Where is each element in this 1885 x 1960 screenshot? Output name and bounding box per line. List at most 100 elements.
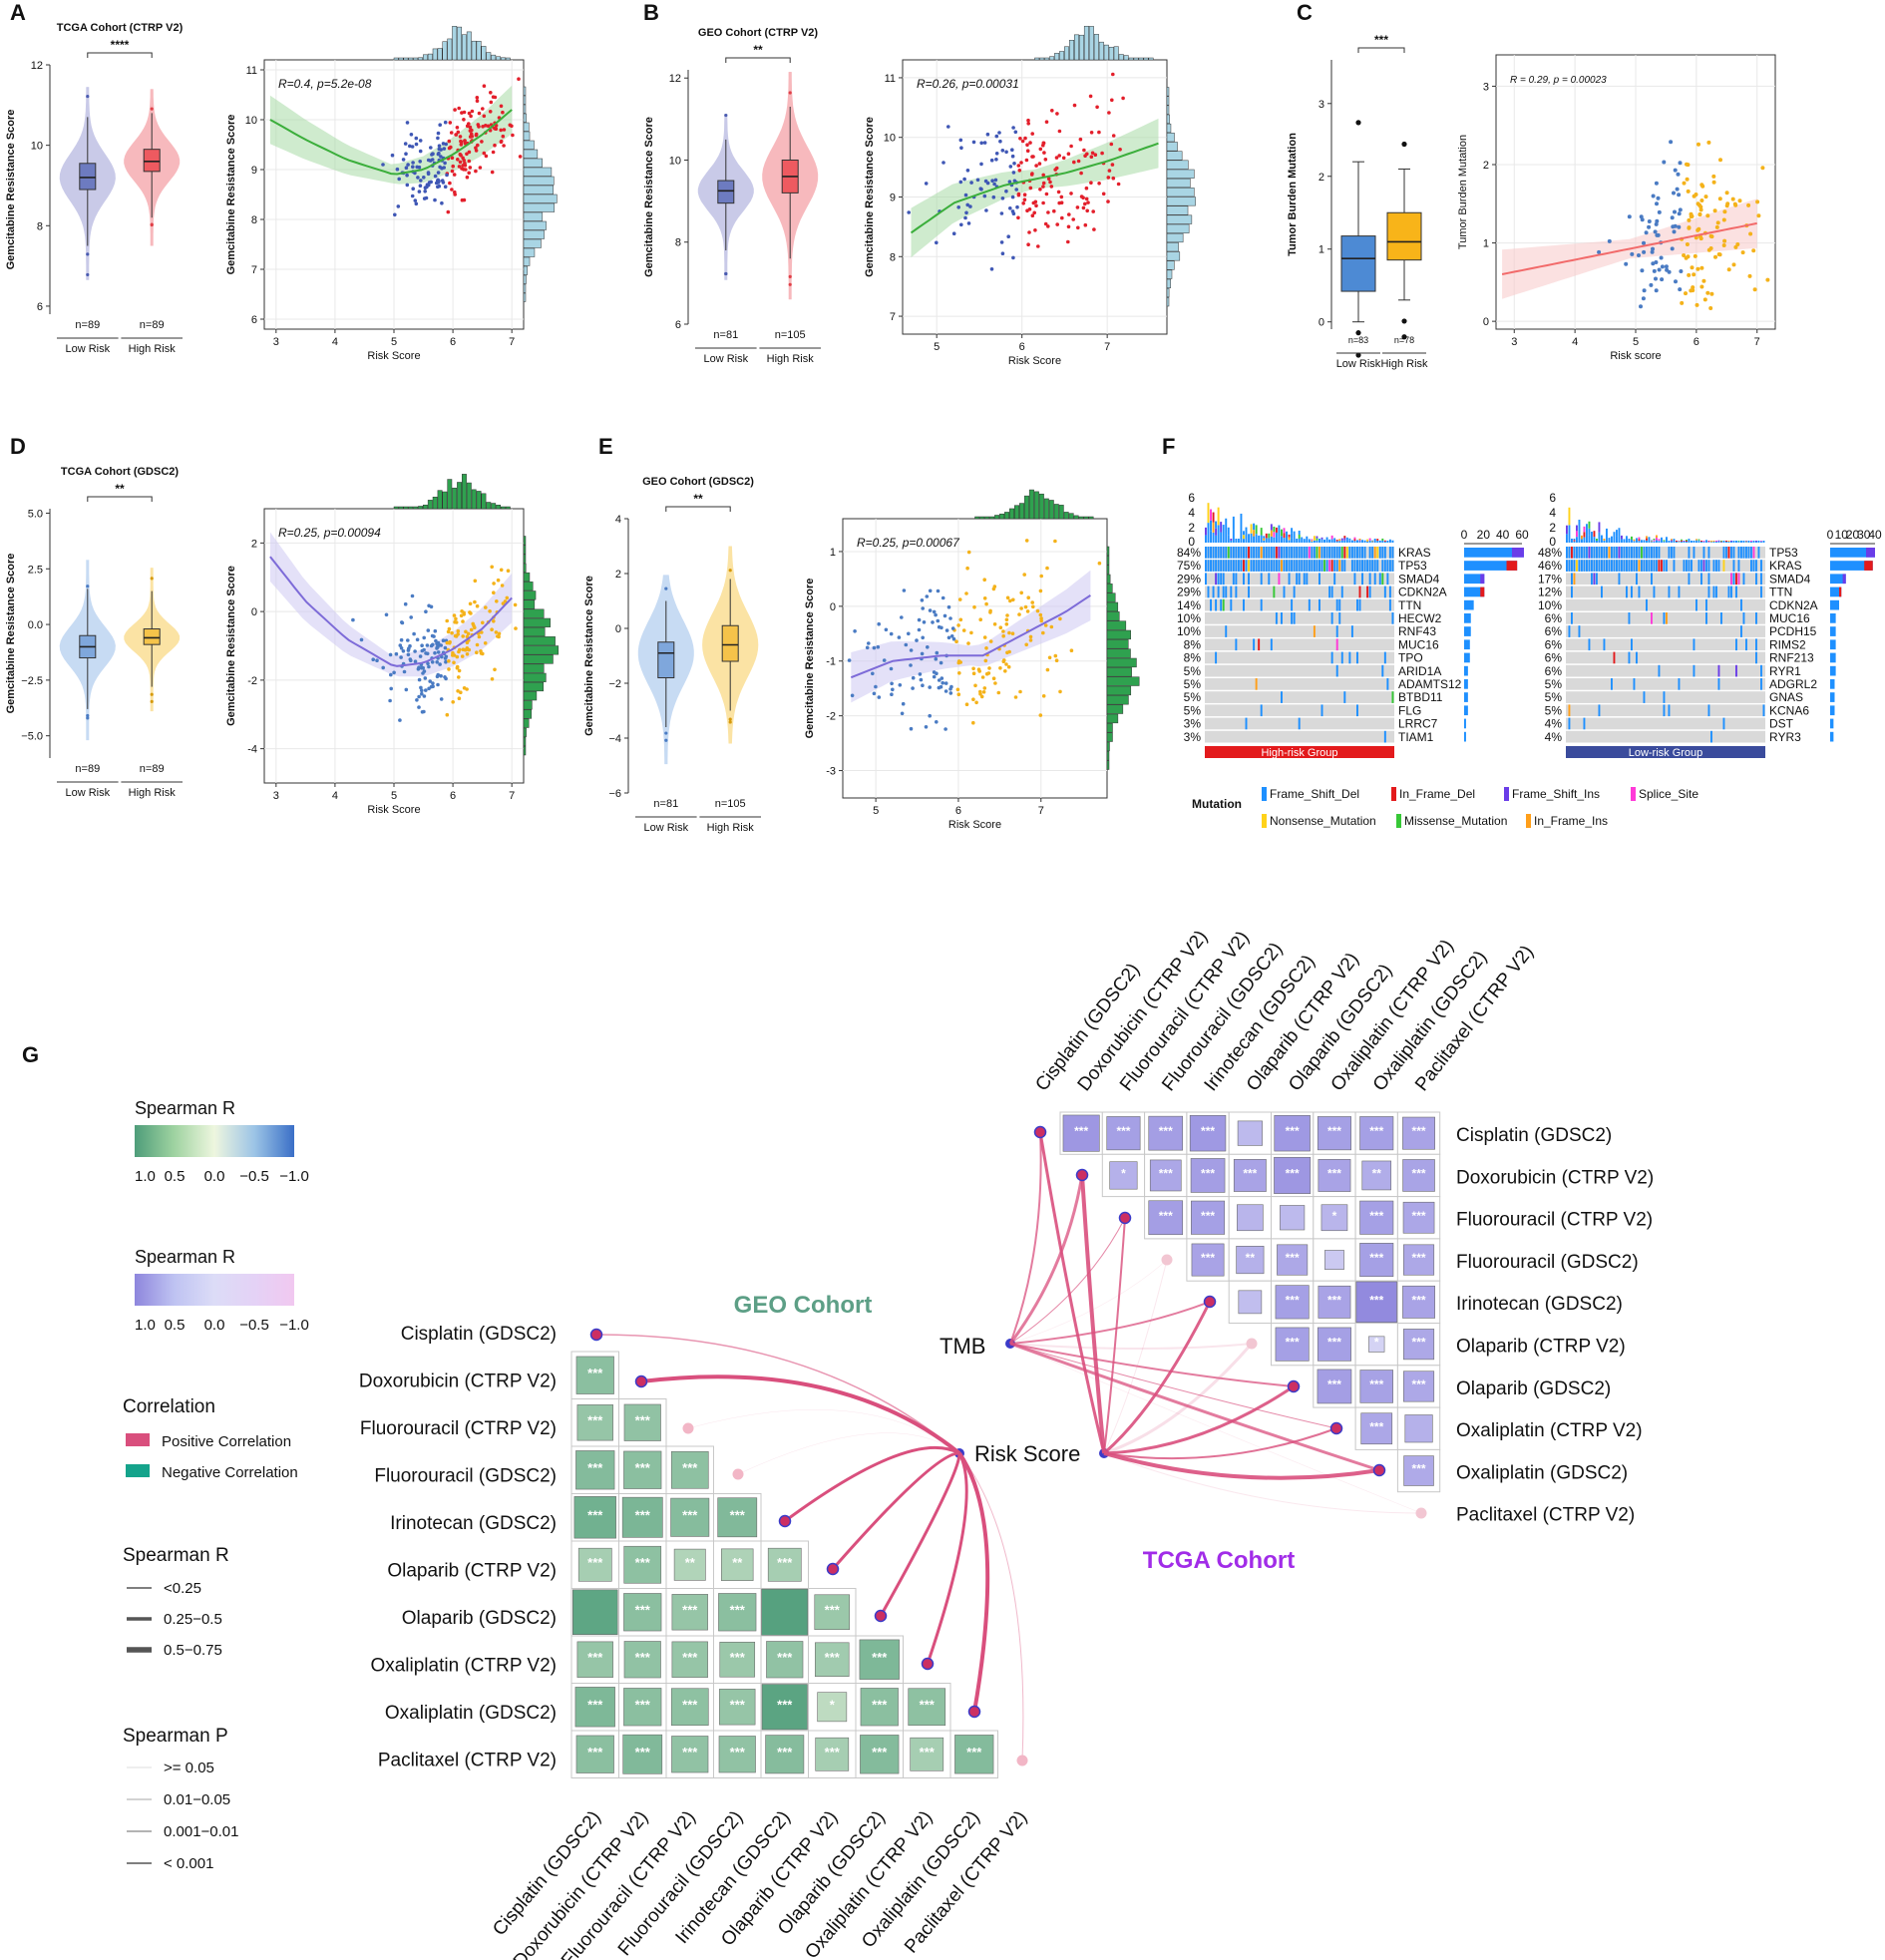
data-point	[388, 652, 393, 657]
group-count: n=89	[140, 763, 165, 775]
data-point	[1026, 242, 1030, 246]
mutation-cell	[1613, 560, 1616, 572]
mutation-cell	[1376, 560, 1379, 572]
histogram-bar	[1088, 516, 1094, 520]
heatmap-square	[1402, 1201, 1435, 1234]
data-point	[1685, 177, 1690, 182]
histogram-bar	[523, 283, 527, 293]
data-point	[984, 208, 988, 212]
data-point	[422, 196, 427, 200]
gene-row-bg	[1205, 586, 1394, 598]
data-point	[1084, 196, 1089, 201]
mutation-cell	[1270, 560, 1273, 572]
data-point	[998, 666, 1002, 670]
data-point	[423, 190, 428, 194]
data-point	[974, 700, 978, 705]
mutation-cell	[1648, 547, 1651, 559]
mutation-cell	[1260, 704, 1263, 717]
colorbar-tick: 1.0	[135, 1317, 156, 1334]
data-point	[451, 164, 456, 169]
data-point	[1722, 238, 1727, 243]
gene-row-bg	[1566, 664, 1765, 677]
data-point	[1669, 140, 1674, 145]
mutation-legend-swatch	[1262, 814, 1267, 828]
data-point	[1116, 182, 1121, 187]
histogram-bar	[1083, 25, 1089, 61]
mutation-cell	[1366, 560, 1369, 572]
data-point	[1673, 168, 1678, 173]
data-point	[435, 674, 440, 679]
top-bar	[1217, 507, 1220, 526]
top-bar	[1227, 527, 1230, 536]
data-point	[1657, 209, 1662, 214]
mutation-cell	[1358, 598, 1361, 611]
top-bar	[1760, 541, 1762, 543]
data-point	[399, 637, 404, 642]
histogram-bar	[1023, 495, 1029, 520]
top-bar	[1383, 540, 1386, 542]
mutation-cell	[1281, 547, 1283, 559]
data-point	[1028, 141, 1032, 145]
data-point	[988, 608, 992, 613]
outlier-point	[728, 569, 732, 573]
colorbar-tick: 0.0	[204, 1168, 225, 1185]
data-point	[406, 638, 410, 642]
histogram-bar	[457, 26, 462, 61]
data-point	[1049, 624, 1054, 629]
histogram-bar	[1054, 53, 1060, 61]
data-point	[499, 568, 504, 573]
data-point	[943, 727, 947, 731]
data-point	[451, 650, 455, 655]
heatmap-square	[910, 1737, 944, 1771]
histogram-bar	[1166, 96, 1170, 106]
box	[143, 149, 161, 173]
data-point	[1046, 224, 1050, 228]
data-point	[481, 125, 485, 129]
fit-line	[910, 142, 1159, 234]
top-bar	[1338, 539, 1341, 542]
data-point	[1662, 160, 1667, 165]
data-point	[900, 711, 905, 716]
heatmap-square	[1190, 1158, 1226, 1193]
significance-stars: ***	[1116, 1124, 1130, 1138]
data-point	[447, 146, 452, 151]
data-point	[904, 642, 909, 647]
data-point	[1034, 203, 1038, 207]
data-point	[422, 176, 426, 180]
mutation-cell	[1762, 704, 1765, 717]
significance-stars: ***	[1201, 1124, 1215, 1138]
mutation-cell	[1217, 586, 1220, 598]
gene-percent: 6%	[1545, 651, 1563, 665]
mutation-cell	[1651, 560, 1653, 572]
significance-stars: ***	[635, 1745, 651, 1760]
data-point	[420, 691, 424, 696]
data-point	[853, 629, 857, 633]
data-point	[490, 627, 494, 631]
data-point	[1057, 129, 1062, 134]
histogram-bar	[523, 247, 536, 257]
mutation-cell	[1388, 586, 1391, 598]
mutation-cell	[1613, 547, 1616, 559]
top-bar	[1603, 541, 1606, 543]
data-point	[1748, 231, 1753, 236]
top-bar	[1603, 539, 1606, 541]
gene-percent: 14%	[1177, 598, 1201, 612]
data-point	[421, 671, 425, 675]
mutation-cell	[1301, 547, 1304, 559]
mutation-legend-label: Nonsense_Mutation	[1270, 814, 1376, 828]
legend-swatch	[126, 1464, 150, 1477]
signif-stars: ****	[111, 38, 130, 52]
data-point	[1017, 169, 1022, 173]
top-bar	[1386, 541, 1389, 542]
network-node	[732, 1468, 744, 1480]
panel-title: TCGA Cohort (CTRP V2)	[57, 22, 184, 34]
data-point	[465, 640, 470, 645]
data-point	[414, 142, 419, 147]
heatmap-square	[1361, 1160, 1392, 1191]
mutation-cell	[1298, 717, 1301, 730]
data-point	[451, 700, 456, 704]
y-tick-label: 11	[246, 65, 257, 77]
mutation-cell	[1623, 547, 1626, 559]
